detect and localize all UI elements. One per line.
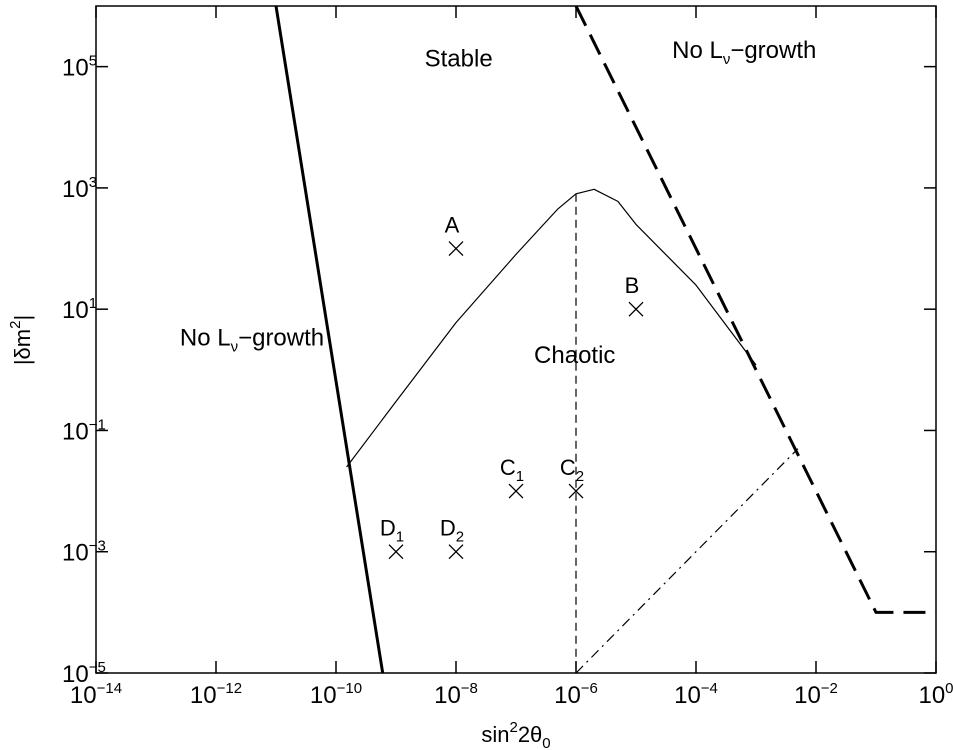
point-label-C2: C2 [560, 455, 584, 485]
point-marker-C1 [508, 483, 524, 499]
x-tick-label-2: 10−10 [310, 680, 362, 709]
point-marker-B [628, 301, 644, 317]
x-tick-label-4: 10−6 [554, 680, 598, 709]
point-marker-C2 [568, 483, 584, 499]
series-line-1 [274, 5, 385, 674]
y-tick-label-1: 10−3 [62, 538, 106, 567]
x-tick-label-1: 10−12 [190, 680, 242, 709]
y-tick-label-3: 101 [62, 295, 97, 324]
y-tick-label-4: 103 [62, 174, 97, 203]
y-tick-label-5: 105 [62, 53, 97, 82]
series-lines [274, 5, 936, 674]
point-marker-A [448, 241, 464, 257]
x-tick-label-3: 10−8 [434, 680, 478, 709]
region-label-stable: Stable [425, 46, 493, 73]
series-line-2 [574, 5, 936, 614]
point-label-C1: C1 [500, 455, 524, 485]
point-label-D1: D1 [380, 516, 404, 546]
y-axis-label: |δm2| [7, 315, 35, 365]
tick-labels: 10−14 10−12 10−10 10−8 10−6 10−4 10−2 100 10−5 10… [62, 53, 953, 709]
point-marker-D2 [448, 544, 464, 560]
x-tick-label-0: 10−14 [70, 680, 122, 709]
region-label-chaotic: Chaotic [534, 342, 615, 369]
point-label-B: B [625, 273, 640, 298]
region-label-nol-left: No Lν−growth [180, 325, 324, 356]
x-tick-label-5: 10−4 [674, 680, 718, 709]
point-label-D2: D2 [440, 516, 464, 546]
y-tick-label-2: 10−1 [62, 416, 106, 445]
y-tick-label-0: 10−5 [62, 659, 106, 688]
point-label-A: A [445, 213, 460, 238]
region-label-nol-right: No Lν−growth [672, 37, 816, 68]
x-axis-label: sin22θ0 [481, 719, 550, 750]
series-line-5 [575, 448, 799, 674]
x-tick-label-6: 10−2 [794, 680, 838, 709]
point-marker-D1 [388, 544, 404, 560]
series-line-3 [346, 188, 757, 468]
plot-frame [95, 5, 937, 674]
region-labels: Stable Chaotic No Lν−growth No Lν−growth [180, 37, 817, 369]
x-tick-label-7: 100 [918, 680, 953, 709]
data-points: A B C1 C2 D1 D2 [380, 213, 644, 560]
tick-marks [95, 6, 937, 674]
